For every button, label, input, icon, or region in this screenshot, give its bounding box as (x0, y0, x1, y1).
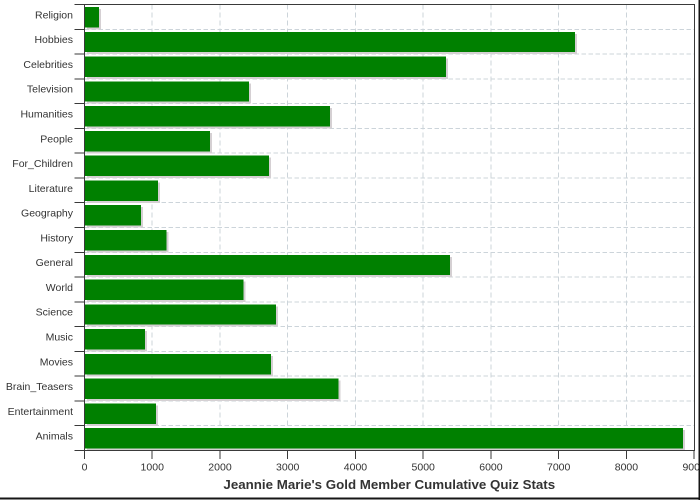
svg-text:Brain_Teasers: Brain_Teasers (6, 381, 73, 393)
svg-text:Humanities: Humanities (20, 109, 73, 121)
svg-text:7000: 7000 (547, 462, 571, 474)
svg-text:Hobbies: Hobbies (34, 34, 73, 46)
svg-text:Movies: Movies (40, 356, 73, 368)
svg-text:For_Children: For_Children (12, 158, 73, 170)
svg-text:6000: 6000 (479, 462, 503, 474)
svg-text:General: General (36, 257, 73, 269)
svg-text:5000: 5000 (412, 462, 436, 474)
svg-text:Television: Television (27, 84, 73, 96)
svg-text:Animals: Animals (36, 431, 73, 443)
svg-text:8000: 8000 (615, 462, 639, 474)
svg-text:Entertainment: Entertainment (8, 406, 73, 418)
svg-text:People: People (40, 133, 73, 145)
svg-text:1000: 1000 (141, 462, 165, 474)
svg-text:Geography: Geography (21, 208, 74, 220)
svg-text:Religion: Religion (35, 9, 73, 21)
svg-text:0: 0 (82, 462, 88, 474)
svg-text:9000: 9000 (682, 462, 700, 474)
svg-text:World: World (46, 282, 73, 294)
svg-text:Science: Science (36, 307, 74, 319)
svg-text:2000: 2000 (208, 462, 232, 474)
svg-text:4000: 4000 (344, 462, 368, 474)
svg-text:Jeannie Marie's Gold Member Cu: Jeannie Marie's Gold Member Cumulative Q… (223, 477, 555, 492)
svg-text:Literature: Literature (29, 183, 74, 195)
svg-text:History: History (40, 232, 73, 244)
svg-text:Music: Music (46, 332, 73, 344)
svg-text:3000: 3000 (276, 462, 300, 474)
svg-text:Celebrities: Celebrities (23, 59, 73, 71)
